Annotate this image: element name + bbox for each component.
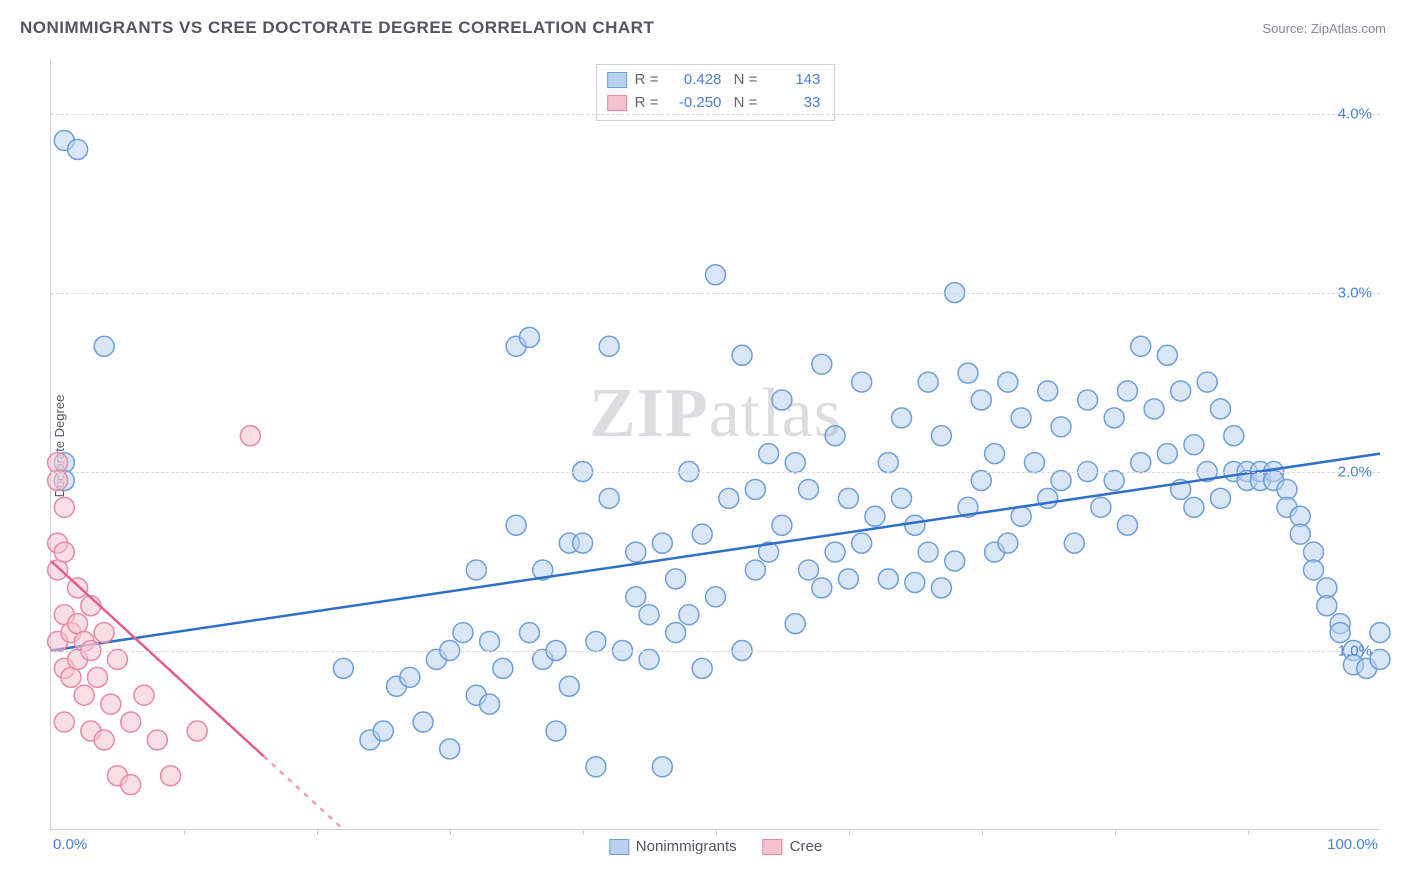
legend-swatch xyxy=(607,72,627,88)
source-credit: Source: ZipAtlas.com xyxy=(1262,21,1386,36)
stats-row: R = -0.250 N = 33 xyxy=(607,92,821,115)
y-tick-label: 2.0% xyxy=(1338,463,1372,480)
r-value: -0.250 xyxy=(666,92,721,115)
x-tick xyxy=(716,829,717,835)
legend-label: Cree xyxy=(790,838,823,855)
n-value: 33 xyxy=(765,92,820,115)
legend-swatch xyxy=(609,839,629,855)
stats-legend: R = 0.428 N = 143R = -0.250 N = 33 xyxy=(596,64,836,121)
legend-label: Nonimmigrants xyxy=(636,838,737,855)
gridline xyxy=(51,472,1380,473)
gridline xyxy=(51,293,1380,294)
n-label: N = xyxy=(729,69,757,92)
x-min-label: 0.0% xyxy=(53,836,87,853)
x-tick xyxy=(1115,829,1116,835)
scatter-svg xyxy=(51,60,1380,829)
chart-title: NONIMMIGRANTS VS CREE DOCTORATE DEGREE C… xyxy=(20,18,654,38)
r-value: 0.428 xyxy=(666,69,721,92)
r-label: R = xyxy=(635,69,659,92)
x-tick xyxy=(849,829,850,835)
n-label: N = xyxy=(729,92,757,115)
legend-swatch xyxy=(763,839,783,855)
legend-swatch xyxy=(607,95,627,111)
legend-item: Nonimmigrants xyxy=(609,838,737,855)
x-tick xyxy=(982,829,983,835)
gridline xyxy=(51,114,1380,115)
x-tick xyxy=(1248,829,1249,835)
y-tick-label: 3.0% xyxy=(1338,284,1372,301)
x-tick xyxy=(317,829,318,835)
r-label: R = xyxy=(635,92,659,115)
y-tick-label: 4.0% xyxy=(1338,105,1372,122)
x-tick xyxy=(450,829,451,835)
stats-row: R = 0.428 N = 143 xyxy=(607,69,821,92)
x-tick xyxy=(184,829,185,835)
x-tick xyxy=(583,829,584,835)
plot-area: ZIPatlas R = 0.428 N = 143R = -0.250 N =… xyxy=(50,60,1380,830)
n-value: 143 xyxy=(765,69,820,92)
legend-item: Cree xyxy=(763,838,823,855)
series-legend: Nonimmigrants Cree xyxy=(609,832,822,855)
gridline xyxy=(51,651,1380,652)
x-max-label: 100.0% xyxy=(1327,836,1378,853)
y-tick-label: 1.0% xyxy=(1338,642,1372,659)
